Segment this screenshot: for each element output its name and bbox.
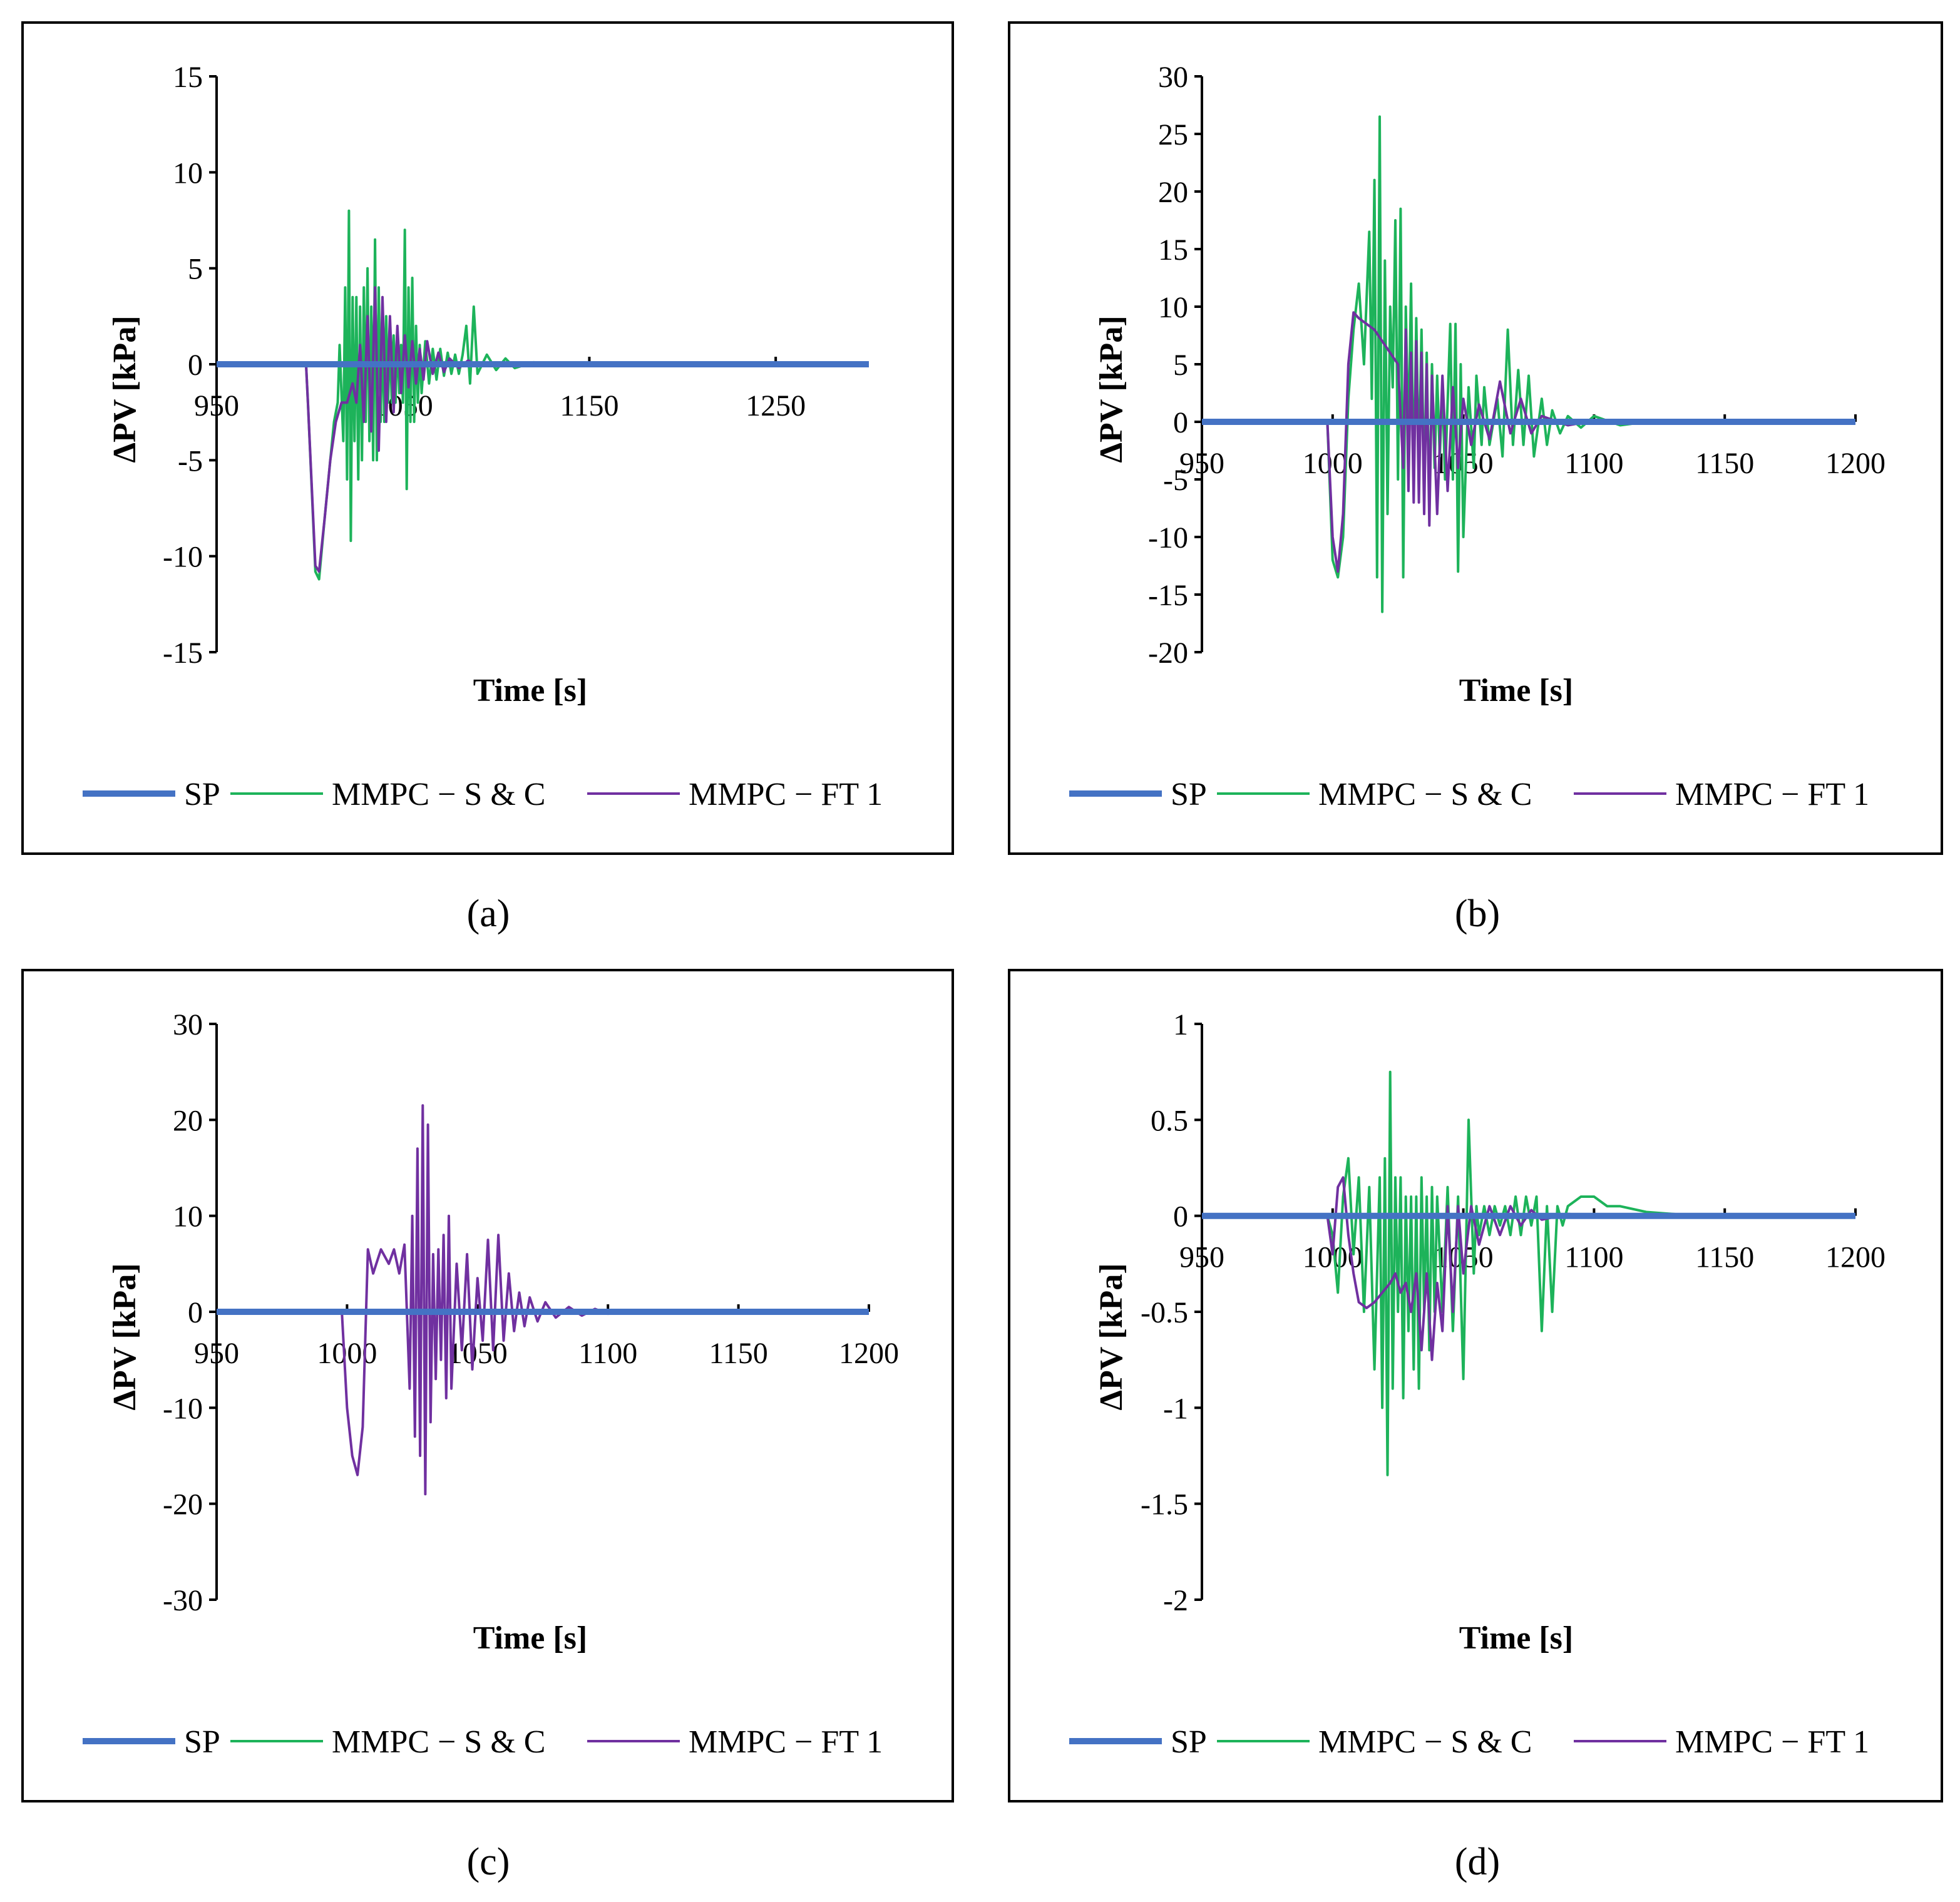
chart-panel-a: 15 10 5 0 -5 -10 -15 950 1050 1150 1250 Time [s] ΔPV… <box>21 21 954 855</box>
y-tick-label: 5 <box>1173 349 1188 382</box>
legend-label-sp: SP <box>1171 1724 1207 1760</box>
x-tick-label: 950 <box>194 1337 239 1370</box>
y-tick-label: 0 <box>1173 406 1188 439</box>
caption-c: (c) <box>466 1841 510 1883</box>
y-tick-label: 15 <box>1158 233 1188 267</box>
x-tick-label: 950 <box>194 389 239 422</box>
legend-label-sp: SP <box>1171 777 1207 812</box>
y-tick-label: 1 <box>1173 1008 1188 1041</box>
y-tick-label: -20 <box>1148 637 1188 670</box>
y-tick-label: 20 <box>1158 176 1188 209</box>
y-tick-label: -5 <box>178 444 203 478</box>
chart-panel-d: 1 0.5 0 -0.5 -1 -1.5 -2 950 1000 1050 1100 1150 1200… <box>1008 969 1943 1802</box>
y-tick-label: -1 <box>1163 1392 1188 1425</box>
legend-label-sp: SP <box>184 1724 220 1760</box>
series-line-sc <box>1202 1070 1855 1476</box>
series-line-ft <box>217 1104 869 1496</box>
series-line-ft <box>1202 1176 1855 1361</box>
y-tick-label: -0.5 <box>1141 1296 1188 1329</box>
x-tick-label: 1200 <box>1825 1241 1886 1274</box>
legend-label-ft: MMPC − FT 1 <box>689 777 883 812</box>
x-axis-title: Time [s] <box>1459 1620 1573 1656</box>
legend-label-ft: MMPC − FT 1 <box>1675 777 1869 812</box>
series-line-ft <box>1202 311 1856 573</box>
y-tick-label: 10 <box>173 156 203 190</box>
y-tick-label: 15 <box>173 61 203 94</box>
x-tick-label: 1000 <box>1303 447 1363 480</box>
chart-panel-c: 30 20 10 0 -10 -20 -30 950 1000 1050 1100 1150 1200 T… <box>21 969 954 1802</box>
legend-label-sp: SP <box>184 777 220 812</box>
chart-panel-b: 30 25 20 15 10 5 0 -5 -10 -15 -20 950 1000 1050 1100 11… <box>1008 21 1943 855</box>
legend-label-sc: MMPC − S & C <box>332 777 545 812</box>
caption-b: (b) <box>1454 892 1501 935</box>
x-tick-label: 1150 <box>560 389 618 422</box>
y-tick-label: -5 <box>1163 464 1188 497</box>
y-tick-label: -2 <box>1163 1584 1188 1617</box>
y-tick-label: 0.5 <box>1151 1104 1188 1137</box>
x-tick-label: 1200 <box>1825 447 1886 480</box>
y-tick-label: -10 <box>1148 521 1188 555</box>
y-tick-label: -10 <box>163 541 203 574</box>
x-tick-label: 1100 <box>1564 1241 1623 1274</box>
y-tick-label: -15 <box>1148 579 1188 612</box>
y-tick-label: 0 <box>188 1296 203 1329</box>
caption-a: (a) <box>466 892 510 935</box>
y-tick-label: 0 <box>1173 1200 1188 1234</box>
y-axis-title: ΔPV [kPa] <box>107 315 143 463</box>
legend-label-sc: MMPC − S & C <box>1318 1724 1532 1760</box>
y-tick-label: 10 <box>173 1200 203 1234</box>
y-tick-label: -20 <box>163 1488 203 1521</box>
x-tick-label: 950 <box>1179 1241 1224 1274</box>
legend-label-ft: MMPC − FT 1 <box>689 1724 883 1760</box>
x-axis-title: Time [s] <box>1459 673 1573 708</box>
x-tick-label: 1250 <box>746 389 806 422</box>
x-tick-label: 1150 <box>1695 447 1754 480</box>
x-tick-label: 1050 <box>448 1337 508 1370</box>
series-line-sc <box>1202 115 1855 613</box>
y-tick-label: 5 <box>188 253 203 286</box>
y-tick-label: 30 <box>173 1008 203 1041</box>
caption-d: (d) <box>1454 1841 1501 1883</box>
x-tick-label: 1100 <box>1564 447 1623 480</box>
y-tick-label: 20 <box>173 1104 203 1137</box>
y-axis-title: ΔPV [kPa] <box>1094 1263 1129 1410</box>
x-tick-label: 1100 <box>578 1337 637 1370</box>
chart-c-svg: 30 20 10 0 -10 -20 -30 950 1000 1050 1100 1150 1200 T… <box>83 1008 899 1760</box>
y-tick-label: 10 <box>1158 291 1188 324</box>
y-tick-label: 0 <box>188 349 203 382</box>
y-axis-title: ΔPV [kPa] <box>1094 315 1129 463</box>
legend-label-ft: MMPC − FT 1 <box>1675 1724 1869 1760</box>
x-tick-label: 1200 <box>839 1337 899 1370</box>
x-axis-title: Time [s] <box>473 673 587 708</box>
y-tick-label: -10 <box>163 1392 203 1425</box>
x-tick-label: 950 <box>1179 447 1224 480</box>
y-tick-label: -30 <box>163 1584 203 1617</box>
y-tick-label: -1.5 <box>1141 1488 1188 1521</box>
y-axis-title: ΔPV [kPa] <box>107 1263 143 1410</box>
x-tick-label: 1000 <box>317 1337 377 1370</box>
y-tick-label: -15 <box>163 637 203 670</box>
legend-label-sc: MMPC − S & C <box>1318 777 1532 812</box>
x-tick-label: 1150 <box>1695 1241 1754 1274</box>
x-tick-label: 1150 <box>709 1337 767 1370</box>
y-tick-label: 25 <box>1158 118 1188 151</box>
legend-label-sc: MMPC − S & C <box>332 1724 545 1760</box>
y-tick-label: 30 <box>1158 61 1188 94</box>
x-axis-title: Time [s] <box>473 1620 587 1656</box>
series-line-ft <box>217 286 869 573</box>
